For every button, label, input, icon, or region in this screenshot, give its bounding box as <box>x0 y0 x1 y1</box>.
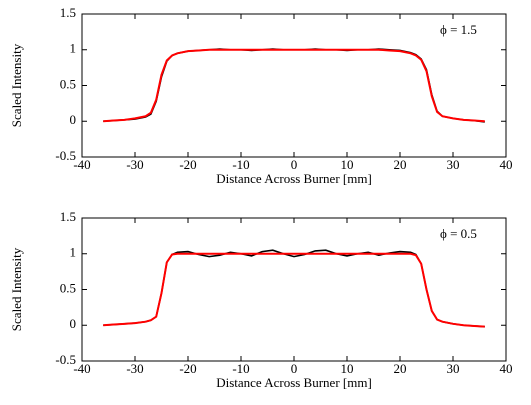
x-tick-label: -30 <box>126 361 143 376</box>
y-tick-label: 1 <box>70 41 77 56</box>
y-tick-label: -0.5 <box>55 352 76 367</box>
x-tick-label: -20 <box>179 361 196 376</box>
x-axis-label: Distance Across Burner [mm] <box>216 375 372 390</box>
y-tick-label: 0 <box>70 112 77 127</box>
x-tick-label: -20 <box>179 157 196 172</box>
y-tick-label: -0.5 <box>55 148 76 163</box>
x-tick-label: -40 <box>73 361 90 376</box>
y-tick-label: 1 <box>70 245 77 260</box>
x-tick-label: 30 <box>447 157 460 172</box>
data-line <box>103 48 485 123</box>
x-tick-label: -30 <box>126 157 143 172</box>
annotation: ϕ = 1.5 <box>440 22 477 37</box>
x-axis-label: Distance Across Burner [mm] <box>216 171 372 186</box>
x-tick-label: 10 <box>341 361 354 376</box>
y-tick-label: 0 <box>70 316 77 331</box>
x-tick-label: -10 <box>232 157 249 172</box>
axes-box <box>81 13 507 158</box>
x-tick-label: 10 <box>341 157 354 172</box>
x-tick-label: -40 <box>73 157 90 172</box>
data-line <box>103 252 485 328</box>
axes-box <box>81 217 507 362</box>
x-tick-label: 30 <box>447 361 460 376</box>
x-tick-label: 20 <box>394 157 407 172</box>
y-tick-label: 1.5 <box>60 5 76 20</box>
y-tick-label: 1.5 <box>60 209 76 224</box>
y-tick-label: 0.5 <box>60 76 76 91</box>
x-tick-label: 40 <box>500 361 513 376</box>
x-tick-label: 0 <box>291 157 298 172</box>
annotation: ϕ = 0.5 <box>440 226 477 241</box>
y-axis-label: Scaled Intensity <box>9 43 24 127</box>
y-axis-label: Scaled Intensity <box>9 247 24 331</box>
x-tick-label: 20 <box>394 361 407 376</box>
x-tick-label: -10 <box>232 361 249 376</box>
y-tick-label: 0.5 <box>60 280 76 295</box>
x-tick-label: 40 <box>500 157 513 172</box>
x-tick-label: 0 <box>291 361 298 376</box>
